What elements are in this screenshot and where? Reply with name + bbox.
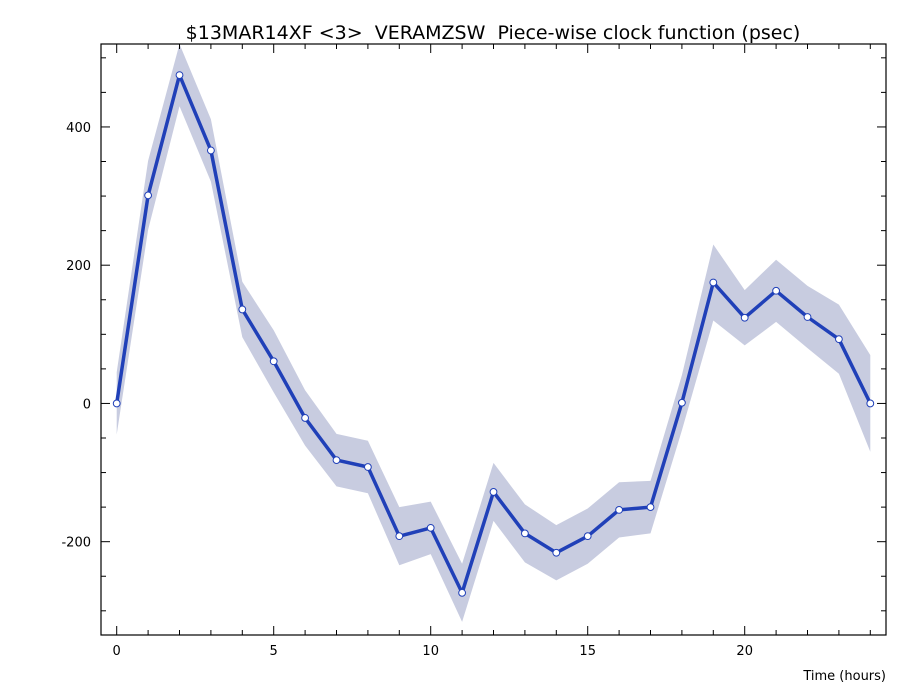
- data-point: [709, 278, 718, 287]
- data-point: [364, 463, 372, 471]
- data-point: [489, 488, 498, 496]
- y-tick-label: 0: [83, 397, 91, 412]
- data-point: [426, 523, 435, 532]
- data-point: [458, 588, 467, 597]
- y-tick-label: 200: [66, 259, 91, 274]
- data-point: [740, 313, 749, 322]
- data-point: [646, 503, 655, 512]
- data-point: [395, 532, 404, 541]
- plot-frame: [100, 43, 887, 636]
- error-band: [116, 44, 871, 622]
- data-point: [521, 529, 529, 538]
- chart-title: $13MAR14XF <3> VERAMZSW Piece-wise clock…: [186, 22, 801, 44]
- y-tick-label: -200: [61, 536, 91, 551]
- data-point: [678, 398, 686, 407]
- data-point: [269, 357, 278, 366]
- data-point: [866, 399, 875, 408]
- data-point: [175, 71, 184, 80]
- data-point: [583, 532, 592, 541]
- data-point: [552, 548, 561, 557]
- x-tick-label: 10: [422, 644, 439, 659]
- data-point: [207, 146, 215, 155]
- y-tick-label: 400: [66, 121, 91, 136]
- data-point: [301, 414, 310, 422]
- data-point: [803, 313, 812, 321]
- data-point: [332, 456, 341, 465]
- x-tick-label: 5: [270, 644, 278, 659]
- data-point: [772, 286, 780, 295]
- data-point: [615, 505, 623, 514]
- data-point: [112, 399, 121, 408]
- x-tick-label: 15: [579, 644, 596, 659]
- x-tick-label: 0: [113, 644, 121, 659]
- data-point: [144, 191, 153, 200]
- data-point: [835, 335, 843, 344]
- x-axis-label: Time (hours): [802, 669, 886, 684]
- data-point: [238, 305, 247, 314]
- x-tick-label: 20: [736, 644, 753, 659]
